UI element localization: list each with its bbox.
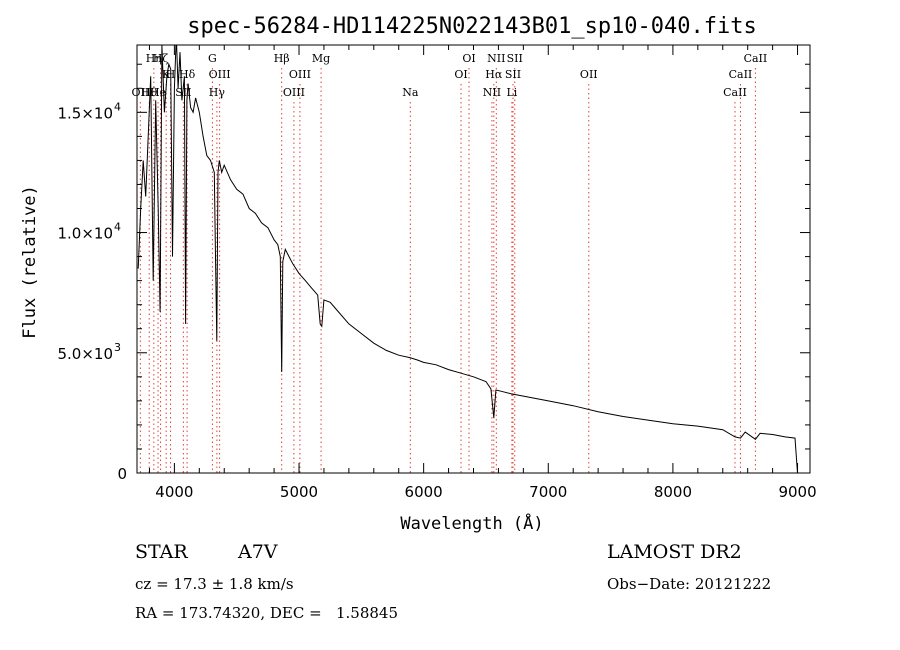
line-marker-label: Na — [402, 86, 419, 99]
observation-date: Obs−Date: 20121222 — [607, 575, 772, 593]
line-marker-label: OI — [462, 52, 475, 65]
line-marker-label: Hη — [146, 52, 162, 65]
line-marker-label: OI — [454, 68, 467, 81]
y-tick-exponent: 4 — [114, 100, 121, 113]
line-marker-label: Hζ — [153, 52, 169, 65]
y-tick-label: 1.5×10 — [57, 104, 113, 122]
x-tick-label: 9000 — [778, 483, 816, 501]
line-marker-label: OIII — [283, 86, 305, 99]
line-marker-label: CaII — [723, 86, 747, 99]
line-marker-label: CaII — [729, 68, 753, 81]
line-marker-label: OIII — [209, 68, 231, 81]
line-marker-label: Hα — [485, 68, 503, 81]
ra-dec: RA = 173.74320, DEC = 1.58845 — [135, 604, 399, 622]
x-axis-label: Wavelength (Å) — [400, 512, 543, 534]
line-marker-label: NII — [487, 52, 505, 65]
line-marker-label: Hδ — [179, 68, 196, 81]
object-subclass: A7V — [238, 541, 278, 563]
line-marker-label: Mg — [312, 52, 330, 65]
line-marker-label: Hβ — [274, 52, 290, 65]
line-marker-label: CaII — [744, 52, 768, 65]
x-tick-label: 8000 — [654, 483, 692, 501]
x-tick-label: 4000 — [155, 483, 193, 501]
line-marker-label: Hθ — [141, 86, 158, 99]
x-tick-label: 5000 — [280, 483, 318, 501]
line-marker-label: OII — [132, 86, 150, 99]
object-class: STAR — [135, 541, 188, 563]
line-marker-label: OII — [580, 68, 598, 81]
plot-frame — [136, 44, 811, 474]
line-marker-labels: OIIHθHηHeHζKHSIIHδGHγOIIIHβOIIIOIIIMgNaO… — [132, 52, 768, 99]
y-tick-label: 1.0×10 — [57, 225, 113, 243]
line-marker-label: Li — [506, 86, 517, 99]
y-tick-exponent: 3 — [114, 341, 121, 354]
chart-title: spec-56284-HD114225N022143B01_sp10-040.f… — [187, 14, 757, 39]
line-marker-label: K — [162, 68, 171, 81]
line-marker-label: SII — [507, 52, 523, 65]
y-axis-label: Flux (relative) — [20, 185, 40, 339]
redshift-cz: cz = 17.3 ± 1.8 km/s — [135, 575, 294, 593]
line-marker-label: SII — [505, 68, 521, 81]
x-tick-label: 7000 — [529, 483, 567, 501]
line-markers — [139, 68, 756, 473]
line-marker-label: G — [208, 52, 217, 65]
x-tick-label: 6000 — [405, 483, 443, 501]
line-marker-label: Hγ — [209, 86, 226, 99]
y-tick-label: 0 — [117, 465, 127, 483]
spectrum-line — [137, 45, 798, 473]
axes — [136, 44, 811, 474]
line-marker-label: OIII — [289, 68, 311, 81]
line-marker-label: NII — [483, 86, 501, 99]
y-tick-label: 5.0×10 — [57, 345, 113, 363]
y-tick-exponent: 4 — [114, 221, 121, 234]
survey-name: LAMOST DR2 — [607, 541, 742, 563]
spectrum-series — [137, 45, 798, 473]
